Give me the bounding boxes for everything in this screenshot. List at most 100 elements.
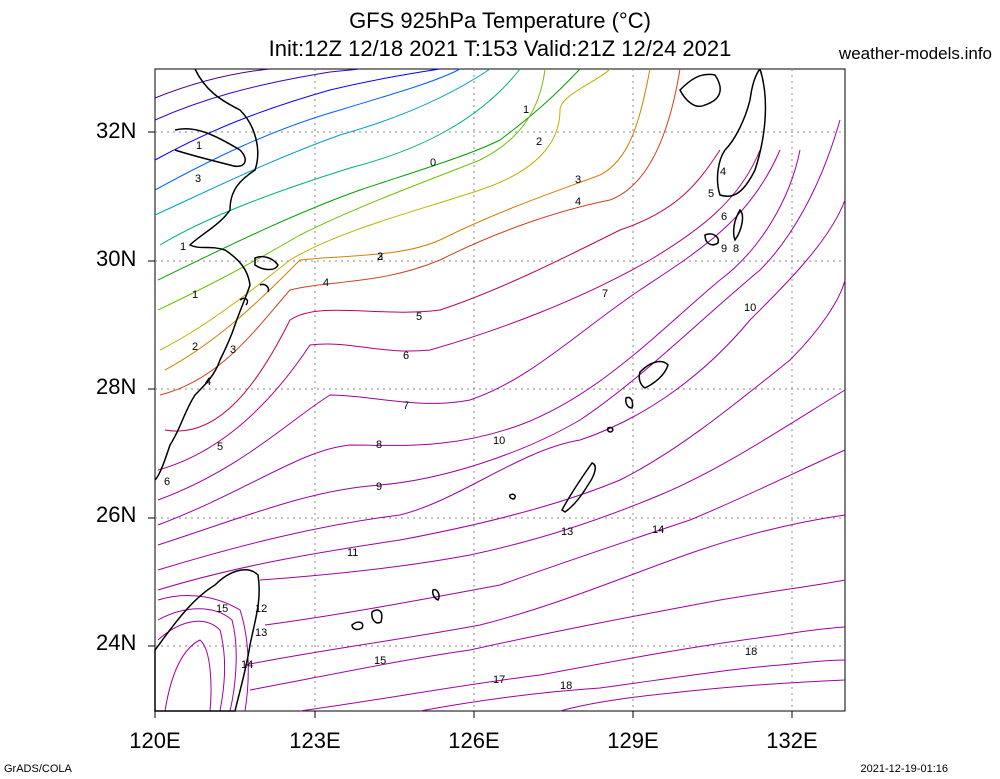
lon-label-126e: 126E	[448, 728, 500, 753]
contour-label: 4	[575, 196, 581, 208]
contour-label: 5	[416, 311, 422, 323]
contour-label: 3	[230, 344, 236, 356]
contour-4	[159, 68, 681, 396]
contour-14	[244, 514, 846, 666]
contour-label: 9	[721, 243, 727, 255]
lat-label-32n: 32N	[96, 118, 137, 143]
yakushima-island	[704, 233, 720, 246]
contour-label: 6	[403, 350, 409, 362]
title-line-1: GFS 925hPa Temperature (°C)	[349, 8, 651, 33]
contour-9	[157, 119, 841, 546]
contour-label: 4	[323, 277, 329, 289]
kume-island	[509, 493, 516, 500]
contour-label: 6	[721, 211, 727, 223]
axis-ticks	[148, 131, 793, 718]
contour-10	[157, 199, 846, 571]
temperature-contours	[154, 68, 846, 712]
contour-taiwan-1	[157, 594, 249, 712]
contour-cold-2	[154, 68, 361, 121]
contour-13	[264, 449, 846, 626]
yoron-island	[606, 426, 614, 433]
taiwan-island	[154, 569, 260, 712]
contour-label: 4	[720, 166, 726, 178]
contour-5	[164, 149, 721, 432]
contour-label: 4	[205, 376, 211, 388]
contour-6	[157, 149, 761, 471]
contour-label: 0	[430, 157, 436, 169]
contour-label: 14	[652, 524, 664, 536]
contour-label: 15	[216, 603, 228, 615]
contour-7	[157, 149, 781, 501]
lat-label-30n: 30N	[96, 246, 137, 271]
contour-label: 9	[376, 481, 382, 493]
contour-17	[419, 659, 846, 712]
contour-11	[157, 279, 846, 591]
okinawa-island	[561, 462, 596, 513]
contour-label: 14	[241, 659, 253, 671]
contour-label: 3	[575, 174, 581, 186]
contour-15	[249, 579, 846, 691]
brand-label: weather-models.info	[838, 44, 992, 63]
contour-label: 5	[217, 441, 223, 453]
contour-3	[164, 68, 651, 371]
contour-label: 8	[733, 243, 739, 255]
contour-label: 2	[536, 136, 542, 148]
contour-1	[157, 68, 546, 311]
lon-label-132e: 132E	[766, 728, 818, 753]
title-line-2: Init:12Z 12/18 2021 T:153 Valid:21Z 12/2…	[268, 36, 732, 61]
lon-label-120e: 120E	[129, 728, 181, 753]
amami-island	[638, 360, 669, 389]
lat-label-26n: 26N	[96, 502, 137, 527]
lat-label-24n: 24N	[96, 630, 137, 655]
contour-taiwan-4	[164, 639, 212, 712]
tanegashima-island	[732, 208, 744, 242]
contour-label: 18	[745, 646, 757, 658]
contour-cold-4	[154, 68, 461, 191]
contour-label: 1	[523, 104, 529, 116]
contour-cold-5	[154, 68, 491, 216]
lat-label-28n: 28N	[96, 374, 137, 399]
contour-label: 7	[403, 400, 409, 412]
contour-label: 7	[602, 288, 608, 300]
contour-label: 2	[377, 251, 383, 263]
contour-label: 10	[744, 302, 756, 314]
graticule	[155, 69, 845, 711]
coastlines	[154, 68, 767, 712]
contour-label: 13	[561, 526, 573, 538]
contour-16	[299, 626, 846, 712]
lon-label-123e: 123E	[289, 728, 341, 753]
ishigaki-islands	[351, 609, 383, 631]
footer-left: GrADS/COLA	[4, 763, 72, 775]
contour-cold-6	[159, 68, 521, 246]
contour-label: 11	[347, 547, 358, 559]
contour-label: 3	[195, 173, 201, 185]
contour-label: 18	[560, 680, 572, 692]
contour-8	[157, 149, 801, 526]
contour-label: 1	[180, 241, 186, 253]
contour-cold-1	[154, 68, 271, 99]
contour-label: 1	[192, 289, 198, 301]
contour-label: 1	[196, 140, 202, 152]
contour-labels: 1 2 3 4 0 1 2 3 4 5 6 9 8 1 1 3 4 5 7 10…	[164, 104, 757, 692]
contour-label: 8	[376, 439, 382, 451]
contour-0	[157, 68, 581, 281]
contour-taiwan-3	[157, 620, 226, 712]
contour-label: 10	[493, 435, 505, 447]
contour-12	[259, 389, 846, 581]
contour-label: 15	[374, 655, 386, 667]
contour-label: 12	[255, 603, 267, 615]
zhoushan-islands	[239, 255, 279, 306]
footer-right: 2021-12-19-01:16	[860, 763, 948, 775]
contour-label: 17	[493, 674, 505, 686]
kyushu-coast	[679, 68, 767, 197]
okinoerabu-island	[625, 396, 634, 409]
lon-label-129e: 129E	[607, 728, 659, 753]
contour-label: 3	[377, 251, 383, 263]
china-coast	[154, 68, 259, 481]
contour-label: 13	[255, 627, 267, 639]
contour-label: 2	[192, 341, 198, 353]
contour-taiwan-2	[157, 608, 237, 712]
contour-cold-3	[154, 68, 441, 161]
contour-label: 6	[164, 476, 170, 488]
contour-2	[159, 68, 611, 351]
